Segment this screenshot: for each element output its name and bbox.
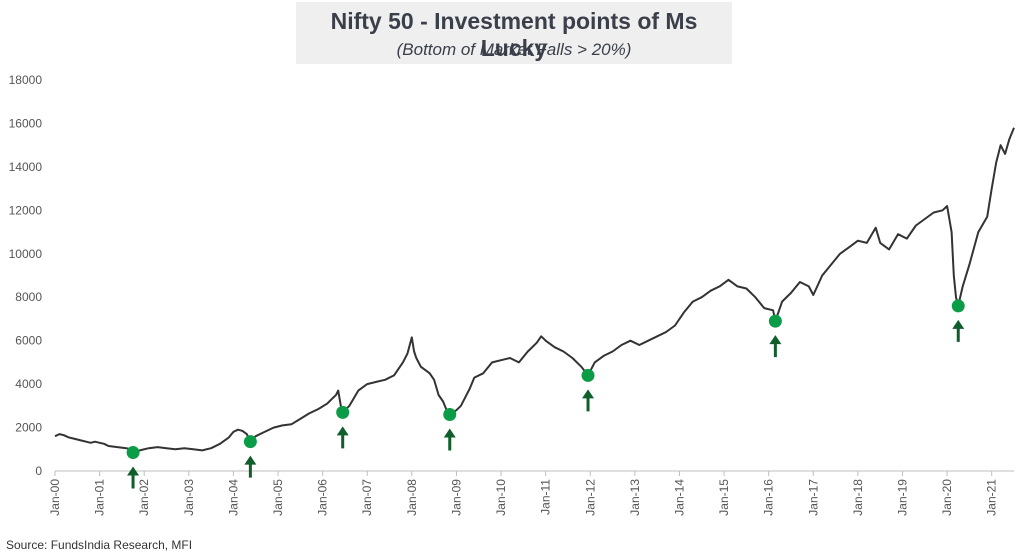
x-tick-label: Jan-17 — [806, 479, 820, 516]
x-tick-label: Jan-21 — [985, 479, 999, 516]
x-tick-label: Jan-06 — [316, 479, 330, 516]
up-arrow-icon — [244, 455, 257, 478]
x-tick-label: Jan-14 — [672, 479, 686, 516]
x-tick-label: Jan-03 — [182, 479, 196, 516]
y-tick-label: 8000 — [15, 290, 42, 304]
y-tick-label: 18000 — [9, 73, 43, 87]
source-note: Source: FundsIndia Research, MFI — [6, 538, 193, 552]
x-tick-label: Jan-00 — [48, 479, 62, 516]
y-tick-label: 10000 — [9, 247, 43, 261]
x-tick-label: Jan-09 — [449, 479, 463, 516]
x-tick-label: Jan-13 — [628, 479, 642, 516]
investment-points — [126, 299, 965, 489]
x-tick-label: Jan-04 — [226, 479, 240, 516]
investment-point — [581, 368, 595, 382]
y-tick-label: 2000 — [15, 421, 42, 435]
series-layer — [54, 127, 1015, 454]
investment-point — [951, 299, 965, 313]
x-tick-label: Jan-08 — [405, 479, 419, 516]
chart-title-box: Nifty 50 - Investment points of Ms Lucky… — [296, 2, 732, 64]
y-tick-label: 6000 — [15, 334, 42, 348]
chart-title: Nifty 50 - Investment points of Ms Lucky — [330, 8, 698, 61]
x-tick-label: Jan-19 — [895, 479, 909, 516]
nifty-line — [54, 127, 1015, 454]
y-tick-label: 14000 — [9, 160, 43, 174]
y-axis: 0 2000 4000 6000 8000 10000 12000 14000 16000 180… — [9, 73, 43, 478]
x-tick-label: Jan-12 — [583, 479, 597, 516]
y-tick-label: 12000 — [9, 203, 43, 217]
x-axis: Jan-00 Jan-01 Jan-02 Jan-03 Jan-04 Jan-05 Jan-… — [48, 470, 1014, 516]
x-tick-label: Jan-01 — [93, 479, 107, 516]
investment-point — [126, 446, 140, 460]
x-tick-label: Jan-16 — [762, 479, 776, 516]
x-tick-label: Jan-11 — [539, 479, 553, 515]
investment-point — [768, 314, 782, 328]
chart-subtitle: (Bottom of Market Falls > 20%) — [396, 40, 632, 59]
investment-point — [443, 408, 457, 422]
investment-point — [243, 435, 257, 449]
up-arrow-icon — [769, 335, 782, 358]
x-tick-label: Jan-20 — [940, 479, 954, 516]
up-arrow-icon — [336, 426, 349, 449]
x-tick-label: Jan-02 — [137, 479, 151, 516]
x-tick-label: Jan-15 — [717, 479, 731, 516]
up-arrow-icon — [443, 428, 456, 451]
y-tick-label: 4000 — [15, 377, 42, 391]
x-tick-label: Jan-07 — [360, 479, 374, 516]
y-tick-label: 0 — [35, 464, 42, 478]
investment-point — [336, 405, 350, 419]
up-arrow-icon — [952, 319, 965, 342]
y-tick-label: 16000 — [9, 116, 43, 130]
up-arrow-icon — [127, 466, 140, 489]
x-tick-label: Jan-18 — [851, 479, 865, 516]
x-tick-label: Jan-10 — [494, 479, 508, 516]
x-tick-label: Jan-05 — [271, 479, 285, 516]
up-arrow-icon — [582, 389, 595, 412]
